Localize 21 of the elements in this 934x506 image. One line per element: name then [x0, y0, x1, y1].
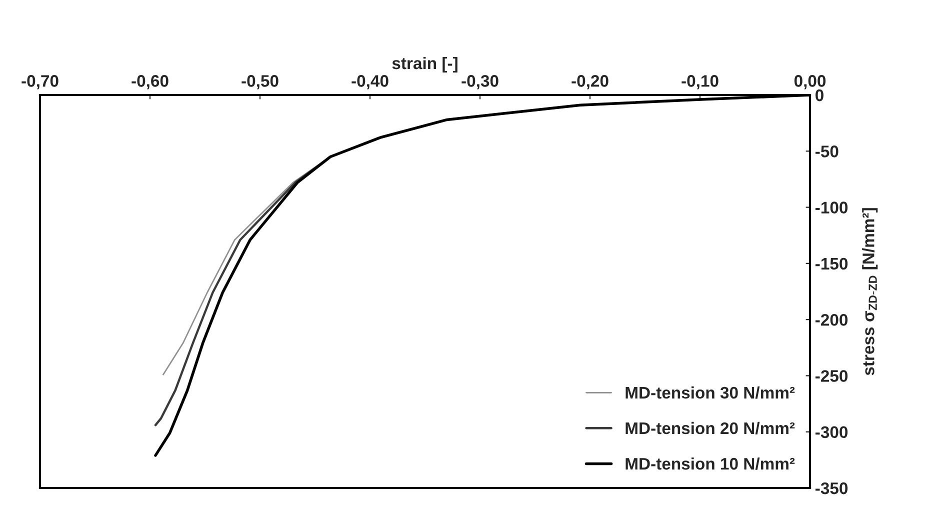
y-tick-label: -50	[816, 146, 838, 158]
x-tick-label: -0,10	[682, 75, 718, 90]
y-tick-label: -350	[816, 482, 848, 494]
y-axis-title: stress σ$_{ZD-ZD}$ [N/mm²]	[862, 208, 878, 376]
y-tick-label: -200	[816, 314, 848, 326]
x-tick-label: 0,00	[794, 75, 826, 90]
y-tick-label: -150	[816, 258, 848, 270]
x-tick-label: -0,50	[242, 75, 278, 90]
x-tick-label: -0,30	[462, 75, 498, 90]
x-axis-title: strain [-]	[392, 56, 458, 73]
x-tick-label: -0,70	[22, 75, 58, 90]
legend-label: MD-tension 20 N/mm²	[626, 422, 795, 434]
legend-label: MD-tension 30 N/mm²	[626, 386, 795, 399]
x-tick-label: -0,20	[572, 75, 608, 90]
legend-label: MD-tension 10 N/mm²	[626, 457, 795, 470]
x-tick-label: -0,60	[132, 75, 168, 90]
y-tick-label: -250	[816, 370, 848, 382]
y-tick-label: -100	[816, 202, 848, 214]
x-tick-label: -0,40	[352, 75, 388, 90]
y-tick-label: -300	[816, 426, 848, 438]
y-tick-label: 0	[816, 89, 824, 102]
